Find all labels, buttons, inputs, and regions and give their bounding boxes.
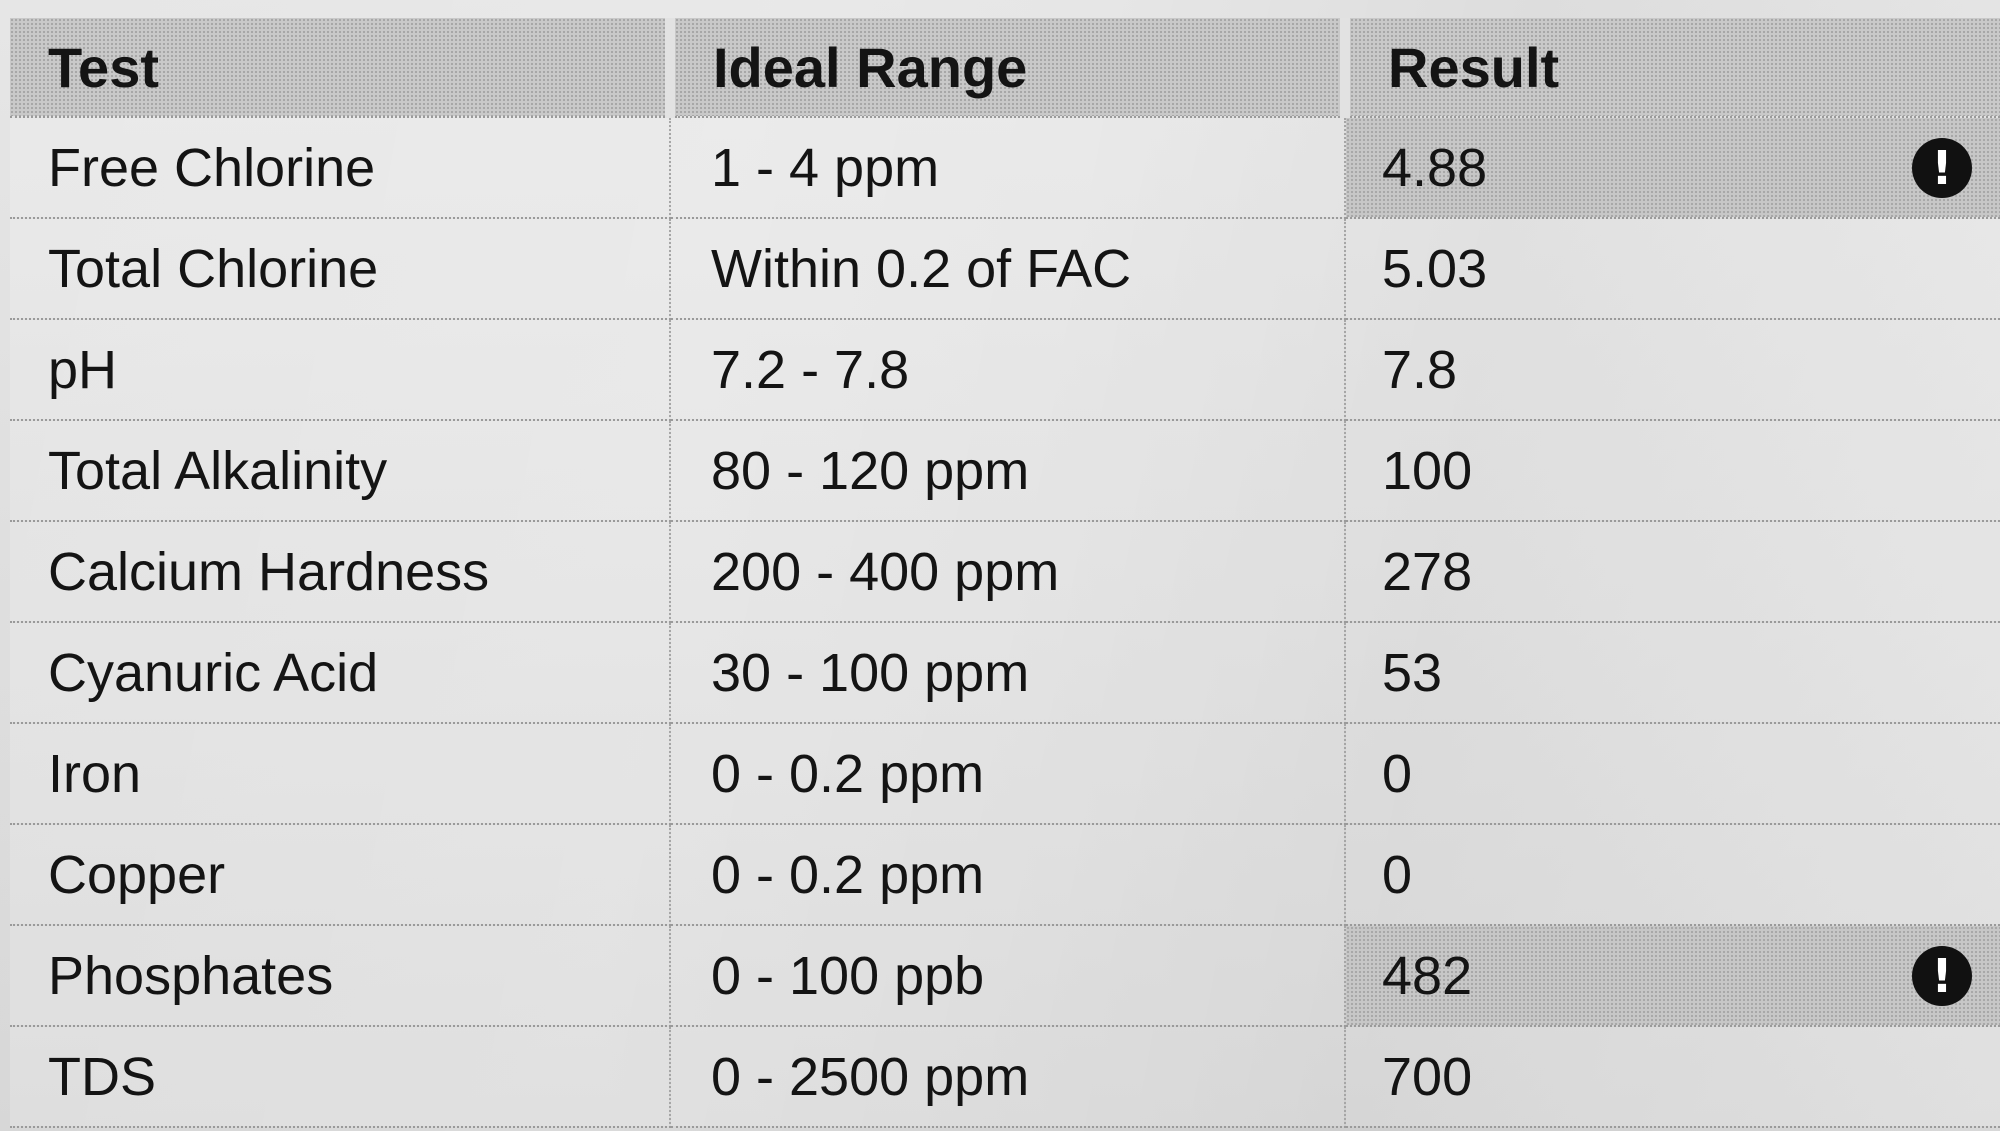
- test-name: Cyanuric Acid: [10, 622, 671, 724]
- test-name: Free Chlorine: [10, 117, 671, 219]
- exclamation-circle-icon: !: [1912, 137, 1972, 198]
- result-cell: 0: [1345, 723, 2000, 825]
- table-row: TDS 0 - 2500 ppm 700: [10, 1026, 2000, 1128]
- result-cell: 482 !: [1345, 925, 2000, 1027]
- result-cell: 7.8: [1345, 319, 2000, 421]
- ideal-range: 0 - 0.2 ppm: [670, 723, 1346, 825]
- ideal-range: 7.2 - 7.8: [670, 319, 1346, 421]
- table-row: Phosphates 0 - 100 ppb 482 !: [10, 925, 2000, 1027]
- test-name: Total Chlorine: [10, 218, 671, 320]
- result-value: 278: [1382, 541, 1473, 602]
- exclamation-circle-icon: !: [1912, 945, 1972, 1006]
- table-body: Free Chlorine 1 - 4 ppm 4.88 ! Total Chl…: [10, 117, 2000, 1128]
- result-cell: 53: [1345, 622, 2000, 724]
- header-ideal-range: Ideal Range: [670, 18, 1350, 118]
- result-value: 0: [1382, 743, 1413, 804]
- table-row: Cyanuric Acid 30 - 100 ppm 53: [10, 622, 2000, 724]
- table-row: Total Chlorine Within 0.2 of FAC 5.03: [10, 218, 2000, 320]
- result-cell: 0: [1345, 824, 2000, 926]
- result-value: 482: [1382, 945, 1473, 1006]
- header-test: Test: [10, 18, 675, 118]
- result-cell: 700: [1345, 1026, 2000, 1128]
- water-test-table: Test Ideal Range Result Free Chlorine 1 …: [10, 18, 2000, 1128]
- result-value: 0: [1382, 844, 1413, 905]
- test-name: Copper: [10, 824, 671, 926]
- ideal-range: 0 - 0.2 ppm: [670, 824, 1346, 926]
- result-value: 4.88: [1382, 137, 1488, 198]
- table-row: Calcium Hardness 200 - 400 ppm 278: [10, 521, 2000, 623]
- ideal-range: 1 - 4 ppm: [670, 117, 1346, 219]
- table-row: pH 7.2 - 7.8 7.8: [10, 319, 2000, 421]
- test-name: Calcium Hardness: [10, 521, 671, 623]
- test-name: Total Alkalinity: [10, 420, 671, 522]
- header-result: Result: [1345, 18, 2000, 118]
- header-row: Test Ideal Range Result: [10, 18, 2000, 118]
- result-cell: 5.03: [1345, 218, 2000, 320]
- ideal-range: Within 0.2 of FAC: [670, 218, 1346, 320]
- result-cell: 278: [1345, 521, 2000, 623]
- result-value: 700: [1382, 1046, 1473, 1107]
- result-cell: 4.88 !: [1345, 117, 2000, 219]
- test-name: pH: [10, 319, 671, 421]
- result-value: 5.03: [1382, 238, 1488, 299]
- table-row: Iron 0 - 0.2 ppm 0: [10, 723, 2000, 825]
- result-value: 53: [1382, 642, 1443, 703]
- table-row: Free Chlorine 1 - 4 ppm 4.88 !: [10, 117, 2000, 219]
- ideal-range: 30 - 100 ppm: [670, 622, 1346, 724]
- result-value: 7.8: [1382, 339, 1458, 400]
- result-value: 100: [1382, 440, 1473, 501]
- ideal-range: 0 - 2500 ppm: [670, 1026, 1346, 1128]
- ideal-range: 80 - 120 ppm: [670, 420, 1346, 522]
- table-header: Test Ideal Range Result: [10, 18, 2000, 118]
- test-name: TDS: [10, 1026, 671, 1128]
- table-row: Copper 0 - 0.2 ppm 0: [10, 824, 2000, 926]
- test-name: Phosphates: [10, 925, 671, 1027]
- table-row: Total Alkalinity 80 - 120 ppm 100: [10, 420, 2000, 522]
- ideal-range: 0 - 100 ppb: [670, 925, 1346, 1027]
- result-cell: 100: [1345, 420, 2000, 522]
- test-name: Iron: [10, 723, 671, 825]
- ideal-range: 200 - 400 ppm: [670, 521, 1346, 623]
